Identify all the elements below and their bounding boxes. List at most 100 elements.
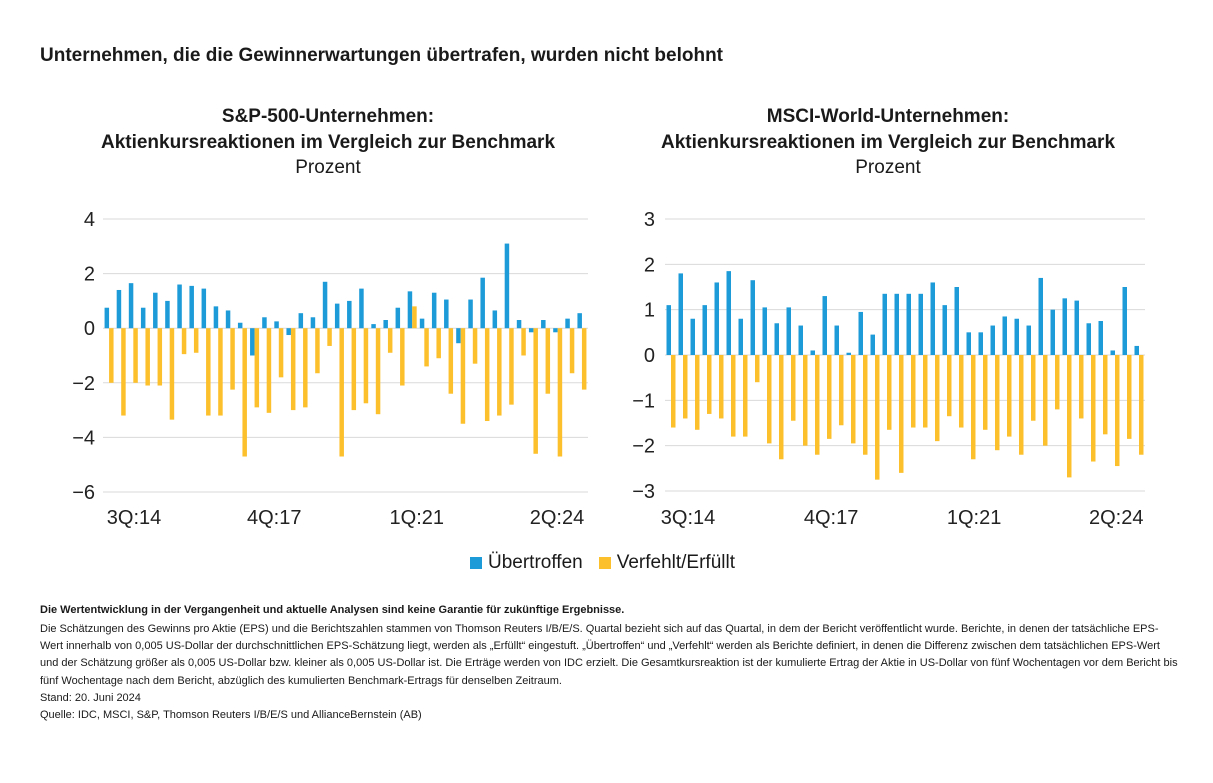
bar-beat-30	[1014, 318, 1019, 355]
bar-missed-26	[971, 355, 976, 460]
x-tick-label: 3Q:14	[661, 507, 715, 529]
chart-title-msci-world: MSCI-World-Unternehmen:	[766, 106, 1010, 127]
bar-missed-37	[1103, 355, 1108, 435]
y-tick-label: 2	[644, 254, 655, 276]
bar-missed-29	[448, 328, 454, 394]
bar-missed-24	[947, 355, 952, 417]
bar-missed-22	[363, 328, 369, 404]
bar-missed-5	[719, 355, 724, 419]
bar-beat-1	[666, 305, 671, 355]
bar-missed-19	[327, 328, 332, 346]
bar-beat-26	[966, 332, 971, 355]
chart-unit-label-msci-world: Prozent	[855, 157, 921, 178]
chart-header-msci-world: MSCI-World-Unternehmen: Aktienkursreakti…	[600, 104, 1176, 181]
bar-missed-32	[1043, 355, 1048, 446]
bar-missed-20	[339, 328, 344, 457]
bar-beat-30	[456, 328, 461, 344]
bar-beat-23	[930, 282, 935, 355]
bar-beat-4	[140, 307, 146, 329]
bar-missed-31	[472, 328, 478, 364]
bar-missed-1	[109, 328, 114, 383]
bar-missed-17	[303, 328, 308, 408]
bar-missed-8	[193, 328, 199, 353]
bar-missed-14	[827, 355, 832, 439]
bar-beat-22	[918, 293, 923, 355]
bar-missed-38	[557, 328, 563, 457]
bar-missed-7	[743, 355, 748, 437]
bar-missed-15	[278, 328, 284, 378]
y-axis-labels-sp500: 4 2 0 −2 −4 −6	[72, 209, 95, 504]
y-tick-label: 0	[84, 318, 95, 340]
bar-missed-29	[1007, 355, 1012, 437]
bar-missed-18	[875, 355, 880, 480]
bar-beat-3	[690, 318, 695, 355]
chart-subtitle-sp500: Aktienkursreaktionen im Vergleich zur Be…	[100, 131, 556, 153]
bar-missed-10	[218, 328, 223, 416]
gridlines-msci-world	[665, 218, 1145, 492]
bar-missed-37	[545, 328, 551, 394]
bar-missed-36	[533, 328, 538, 454]
bar-beat-33	[1050, 309, 1055, 355]
bar-beat-14	[262, 317, 267, 329]
bar-beat-35	[516, 320, 522, 329]
bar-missed-11	[791, 355, 796, 421]
bar-missed-36	[1091, 355, 1096, 462]
bar-beat-21	[347, 300, 352, 329]
x-tick-label: 3Q:14	[107, 507, 161, 529]
bar-missed-7	[181, 328, 187, 355]
bar-missed-1	[671, 355, 676, 428]
bar-missed-38	[1115, 355, 1120, 467]
bar-beat-3	[128, 283, 134, 329]
bar-missed-31	[1031, 355, 1036, 421]
bars-msci-world	[666, 271, 1144, 480]
bar-missed-14	[266, 328, 272, 413]
chart-subtitle-msci-world: Aktienkursreaktionen im Vergleich zur Be…	[660, 131, 1116, 153]
bar-missed-2	[683, 355, 688, 419]
bar-missed-22	[923, 355, 928, 428]
bar-missed-5	[157, 328, 163, 386]
bar-missed-23	[375, 328, 381, 415]
bar-beat-35	[1074, 300, 1079, 355]
y-tick-label: −3	[632, 481, 655, 503]
bar-missed-16	[851, 355, 856, 444]
bar-missed-8	[755, 355, 760, 383]
bar-missed-28	[995, 355, 1000, 451]
disclaimer-note: Die Wertentwicklung in der Vergangenheit…	[40, 604, 625, 616]
bar-beat-20	[334, 303, 340, 329]
bar-missed-3	[133, 328, 138, 383]
bar-beat-12	[237, 322, 243, 329]
bar-missed-39	[1127, 355, 1132, 439]
bar-missed-32	[484, 328, 490, 422]
y-tick-label: −4	[72, 427, 95, 449]
bar-missed-20	[899, 355, 904, 473]
bar-beat-1	[104, 307, 110, 329]
bar-beat-29	[444, 299, 449, 329]
bar-beat-38	[1110, 350, 1115, 355]
bar-beat-13	[250, 328, 255, 356]
y-axis-labels-msci-world: 3 2 1 0 −1 −2 −3	[632, 209, 655, 503]
x-tick-label: 4Q:17	[804, 507, 858, 529]
bars-sp500	[104, 243, 587, 457]
bar-missed-21	[911, 355, 916, 428]
x-tick-label: 2Q:24	[1089, 507, 1143, 529]
bar-beat-13	[810, 350, 815, 355]
bar-beat-39	[565, 318, 570, 329]
bar-beat-17	[858, 311, 863, 355]
bar-missed-26	[412, 306, 417, 329]
bar-beat-22	[359, 288, 364, 329]
x-axis-labels-sp500: 3Q:14 4Q:17 1Q:21 2Q:24	[107, 507, 584, 529]
bar-beat-12	[798, 325, 803, 355]
bar-beat-33	[492, 310, 498, 329]
legend-swatch-beat	[470, 557, 482, 569]
bar-beat-25	[954, 287, 959, 355]
y-tick-label: −1	[632, 390, 655, 412]
bar-beat-27	[419, 318, 425, 329]
legend-item-missed: Verfehlt/Erfüllt	[598, 552, 735, 574]
bar-missed-33	[1055, 355, 1060, 410]
bar-missed-6	[731, 355, 736, 437]
legend-label-missed: Verfehlt/Erfüllt	[616, 552, 735, 573]
bar-beat-16	[846, 352, 851, 355]
bar-beat-6	[165, 300, 170, 329]
source-note: Quelle: IDC, MSCI, S&P, Thomson Reuters …	[40, 709, 422, 722]
chart-header-sp500: S&P-500-Unternehmen: Aktienkursreaktione…	[40, 104, 616, 181]
